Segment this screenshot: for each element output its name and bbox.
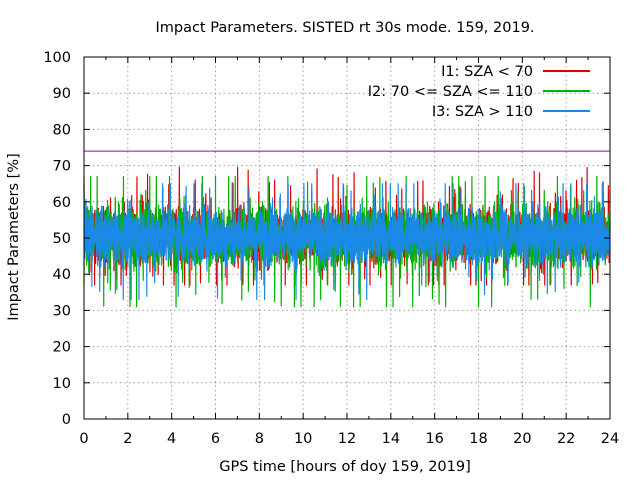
y-tick-label: 100 (43, 50, 71, 66)
x-tick-label: 24 (601, 431, 619, 447)
x-tick-label: 22 (557, 431, 575, 447)
ticks (83, 56, 611, 420)
y-tick-label: 10 (53, 376, 71, 392)
x-tick-label: 12 (338, 431, 356, 447)
y-tick-label: 50 (53, 231, 71, 247)
series-layer (83, 166, 611, 308)
x-tick-label: 2 (123, 431, 132, 447)
series-line-3 (83, 183, 611, 301)
y-tick-label: 80 (53, 122, 71, 138)
y-tick-label: 90 (53, 86, 71, 102)
y-tick-label: 20 (53, 340, 71, 356)
x-tick-label: 10 (294, 431, 312, 447)
x-axis-label: GPS time [hours of doy 159, 2019] (219, 459, 471, 475)
legend: I1: SZA < 70 I2: 70 <= SZA <= 110 I3: SZA … (368, 64, 590, 120)
legend-label: I1: SZA < 70 (441, 64, 533, 80)
x-tick-label: 8 (255, 431, 264, 447)
x-tick-label: 18 (469, 431, 487, 447)
chart-title: Impact Parameters. SISTED rt 30s mode. 1… (155, 20, 534, 36)
y-tick-label: 0 (62, 412, 71, 428)
y-tick-label: 30 (53, 303, 71, 319)
x-tick-label: 4 (167, 431, 176, 447)
tick-labels: 0 2 4 6 8 10 12 14 16 18 20 22 240102030405060708090… (43, 50, 619, 447)
x-tick-label: 6 (211, 431, 220, 447)
y-tick-label: 70 (53, 159, 71, 175)
x-tick-label: 0 (79, 431, 88, 447)
x-tick-label: 14 (382, 431, 400, 447)
y-axis-label: Impact Parameters [%] (6, 153, 22, 320)
y-tick-label: 40 (53, 267, 71, 283)
legend-label: I2: 70 <= SZA <= 110 (368, 84, 533, 100)
legend-label: I3: SZA > 110 (432, 104, 533, 120)
y-tick-label: 60 (53, 195, 71, 211)
x-tick-label: 20 (513, 431, 531, 447)
x-tick-label: 16 (425, 431, 443, 447)
